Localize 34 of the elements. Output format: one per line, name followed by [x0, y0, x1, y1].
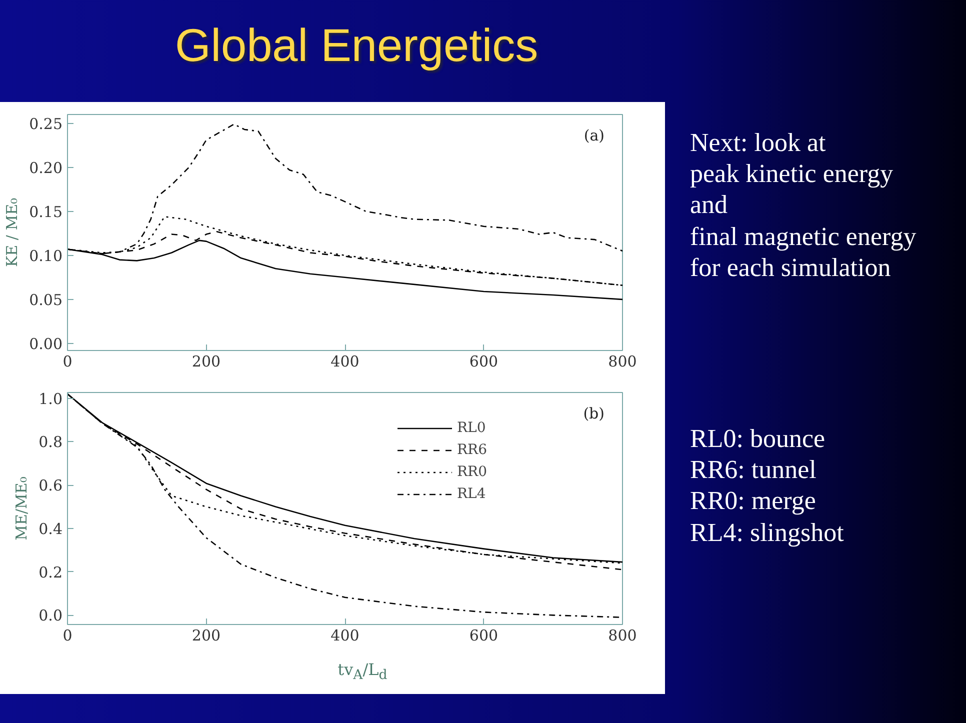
x-tick-label: 800 — [608, 352, 637, 370]
text: Global Energetics — [174, 18, 538, 73]
x-tick-label: 400 — [330, 626, 360, 644]
y-tick-label: 0.2 — [38, 563, 63, 582]
y-tick-label: 0.25 — [29, 114, 63, 133]
legend-label: RR0 — [457, 464, 487, 480]
y-tick-label: 0.15 — [29, 202, 63, 221]
x-tick-label: 200 — [192, 352, 221, 370]
x-tick-label: 0 — [62, 626, 72, 644]
legend-label: RL4 — [457, 486, 486, 502]
legend-label: RR6 — [457, 442, 487, 458]
text: Next: look at peak kinetic energy and final magnetic energy for each simulation — [690, 127, 916, 283]
legend-label: RL0 — [457, 420, 486, 436]
y-tick-label: 0.8 — [38, 433, 63, 452]
y-tick-label: 1.0 — [38, 390, 63, 408]
x-tick-label: 800 — [608, 626, 637, 644]
x-tick-label: 400 — [330, 352, 360, 370]
y-axis-title: ME/ME₀ — [12, 476, 31, 540]
y-tick-label: 0.10 — [29, 246, 63, 265]
x-axis-title: tv$_{A}$/L$_{d}$ — [5, 659, 660, 686]
y-tick-label: 0.05 — [29, 290, 63, 309]
annotation: (b) — [583, 404, 605, 422]
x-tick-label: 600 — [469, 626, 498, 644]
text: RL0: bounce RR6: tunnel RR0: merge RL4: slingshot — [690, 422, 845, 548]
y-tick-label: 0.20 — [29, 158, 63, 177]
y-tick-label: 0.4 — [38, 520, 63, 538]
y-tick-label: 0.0 — [38, 606, 63, 625]
x-tick-label: 0 — [62, 352, 72, 370]
x-tick-label: 600 — [469, 352, 498, 370]
y-tick-label: 0.00 — [29, 334, 63, 353]
y-axis-title: KE / ME₀ — [3, 198, 22, 268]
x-tick-label: 200 — [192, 626, 221, 644]
annotation: (a) — [584, 126, 605, 144]
y-tick-label: 0.6 — [38, 476, 63, 495]
